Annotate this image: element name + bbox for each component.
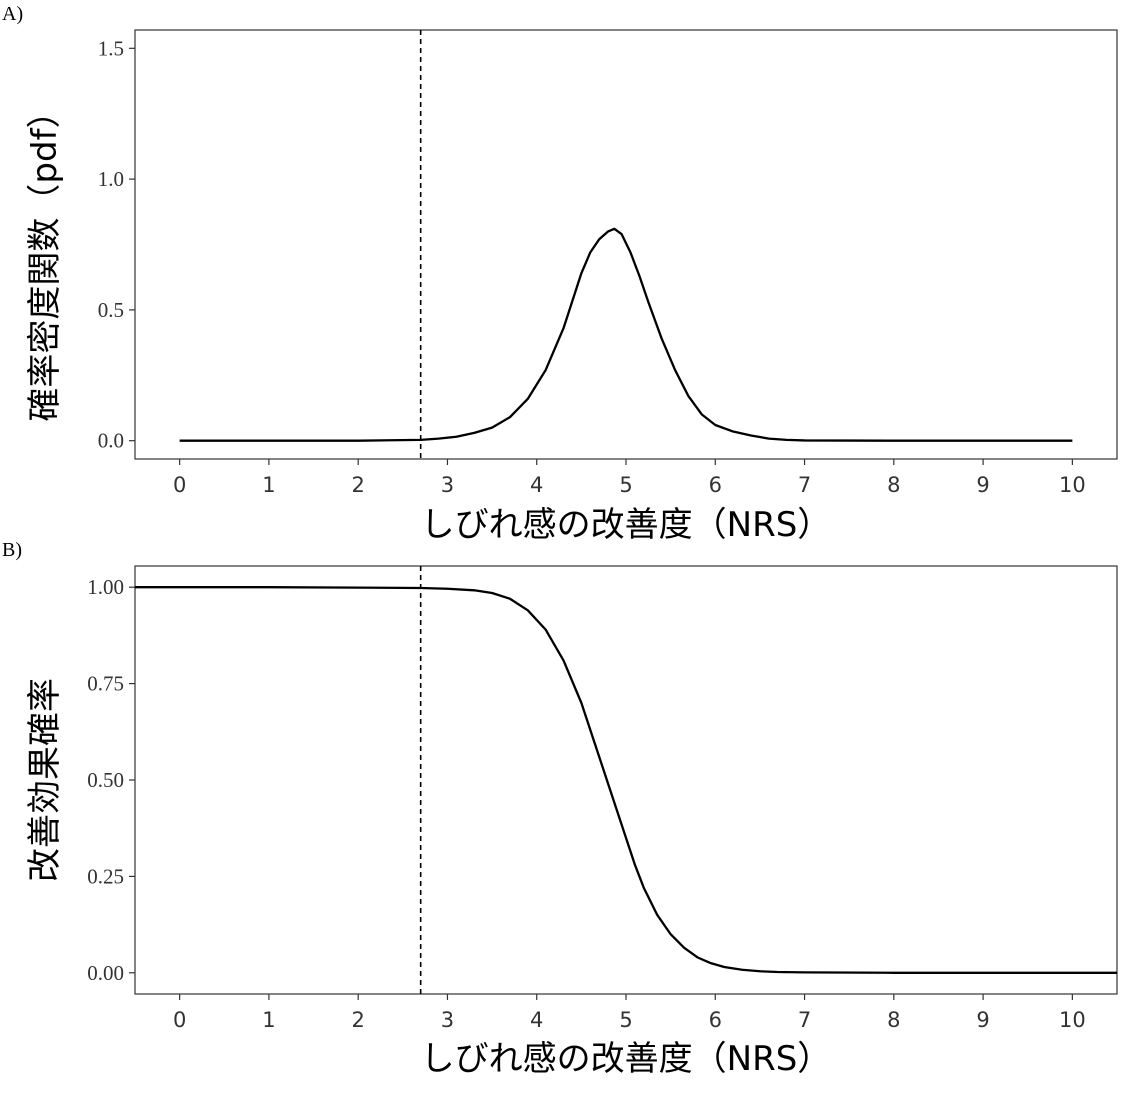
panel-b-x-tick-label: 2 — [351, 1008, 364, 1032]
panel-b-y-tick-label: 0.00 — [87, 961, 124, 985]
panel-a-pdf-curve — [179, 227, 1073, 442]
panel-a-x-tick-label: 8 — [887, 473, 900, 497]
panel-b-x-tick-label: 4 — [530, 1008, 543, 1032]
panel-a-y-tick-label: 1.5 — [98, 36, 124, 60]
panel-a-x-tick-label: 10 — [1059, 473, 1086, 497]
panel-a-y-tick-label: 0.5 — [98, 298, 124, 322]
panel-a-x-tick-label: 3 — [441, 473, 454, 497]
panel-b-x-tick-label: 0 — [173, 1008, 186, 1032]
panel-b-y-axis: 0.00 0.25 0.50 0.75 1.00 — [87, 575, 135, 985]
panel-b-y-tick-label: 0.25 — [87, 864, 124, 888]
panel-b-x-tick-label: 1 — [262, 1008, 275, 1032]
panel-a-x-tick-label: 1 — [262, 473, 275, 497]
panel-b-x-axis-title: しびれ感の改善度（NRS） — [421, 1039, 832, 1079]
panel-b-x-tick-label: 6 — [709, 1008, 722, 1032]
panel-a-x-tick-label: 5 — [619, 473, 632, 497]
panel-a-y-tick-label: 1.0 — [98, 167, 124, 191]
panel-b-y-tick-label: 0.50 — [87, 768, 124, 792]
panel-b-probability-curve — [135, 586, 1117, 974]
panel-a-x-tick-label: 4 — [530, 473, 543, 497]
panel-b-label: B) — [2, 539, 22, 561]
panel-a-x-tick-label: 2 — [351, 473, 364, 497]
panel-b-y-axis-title: 改善効果確率 — [25, 678, 65, 882]
panel-b-plot-frame — [134, 565, 1118, 995]
panel-a-y-axis-title: 確率密度関数（pdf） — [25, 94, 65, 421]
panel-b-x-tick-label: 3 — [441, 1008, 454, 1032]
panel-a-x-tick-label: 0 — [173, 473, 186, 497]
panel-b-x-tick-label: 9 — [976, 1008, 989, 1032]
panel-b-x-tick-label: 8 — [887, 1008, 900, 1032]
panel-b-x-tick-label: 7 — [798, 1008, 811, 1032]
panel-a-label: A) — [2, 3, 23, 25]
panel-a-x-tick-label: 9 — [976, 473, 989, 497]
panel-a-y-tick-label: 0.0 — [98, 429, 124, 453]
panel-a-x-tick-label: 7 — [798, 473, 811, 497]
panel-b-x-tick-label: 10 — [1059, 1008, 1086, 1032]
panel-a-x-tick-label: 6 — [709, 473, 722, 497]
panel-b-x-tick-label: 5 — [619, 1008, 632, 1032]
panel-a-x-axis-title: しびれ感の改善度（NRS） — [421, 505, 832, 545]
panel-a-x-axis: 0 1 2 3 4 5 6 7 8 9 10 — [173, 459, 1086, 497]
panel-a-y-axis: 0.0 0.5 1.0 1.5 — [98, 36, 135, 453]
panel-b: B) 0.00 0.25 0.50 0.75 1.00 0 1 2 3 4 5 6 7 8 9 10 しびれ… — [2, 539, 1118, 1079]
panel-b-y-tick-label: 1.00 — [87, 575, 124, 599]
panel-b-y-tick-label: 0.75 — [87, 672, 124, 696]
panel-b-x-axis: 0 1 2 3 4 5 6 7 8 9 10 — [173, 994, 1086, 1032]
panel-a: A) 0.0 0.5 1.0 1.5 0 1 2 3 4 5 6 7 8 9 10 しびれ感の改善度（NR… — [2, 3, 1118, 545]
